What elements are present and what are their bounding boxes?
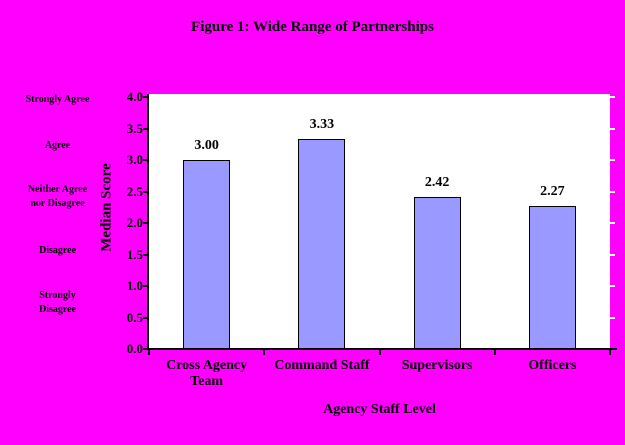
x-category-label-line: Team — [190, 374, 224, 389]
x-axis-tick — [609, 350, 611, 355]
bar-cross-agency-team — [183, 160, 231, 349]
agreement-scale-label-strongly-disagree: Strongly Disagree — [10, 289, 105, 317]
x-category-label-officers: Officers — [497, 358, 607, 374]
x-category-label-cross-agency-team: Cross Agency Team — [152, 358, 262, 390]
bar-value-label-command-staff: 3.33 — [309, 117, 335, 133]
y-axis-tick-label: 2.0 — [126, 215, 143, 230]
x-axis-line — [145, 348, 617, 350]
right-axis-tick — [610, 190, 615, 193]
y-axis-tick-label: 1.0 — [126, 278, 143, 293]
right-axis-tick — [610, 159, 615, 161]
bar-command-staff — [298, 139, 346, 349]
x-axis-tick — [493, 350, 496, 355]
chart-title: Figure 1: Wide Range of Partnerships — [191, 19, 434, 35]
agreement-scale-label-line: Agree — [44, 140, 71, 151]
y-axis-tick-label: 1.5 — [126, 246, 143, 262]
right-axis-tick — [610, 96, 615, 98]
x-category-label-line: Cross Agency — [166, 358, 248, 373]
x-axis-tick — [378, 350, 381, 355]
y-axis-tick — [143, 127, 149, 130]
bar-officers — [528, 205, 576, 349]
y-axis-tick-label: 3.0 — [126, 152, 143, 167]
y-axis-tick-label: 2.5 — [126, 183, 143, 199]
agreement-scale-label-neither-agree-nor-disagree: Neither Agree nor Disagree — [10, 183, 105, 211]
x-category-label-command-staff: Command Staff — [267, 358, 377, 374]
x-category-label-line: Officers — [528, 358, 577, 373]
agreement-scale-label-strongly-agree: Strongly Agree — [10, 93, 105, 107]
bar-value-label-cross-agency-team: 3.00 — [194, 138, 219, 153]
agreement-scale-label-agree: Agree — [10, 139, 105, 153]
agreement-scale-label-line: Disagree — [38, 304, 77, 315]
right-axis-tick — [610, 316, 615, 319]
right-axis-tick — [610, 253, 615, 256]
right-axis-tick — [610, 127, 615, 130]
y-axis-tick — [143, 190, 149, 193]
x-axis-tick — [148, 350, 150, 355]
bar-value-label-supervisors: 2.42 — [424, 174, 450, 190]
agreement-scale-label-line: Disagree — [38, 245, 77, 256]
y-axis-tick-label: 0.5 — [126, 309, 143, 325]
agreement-scale-label-line: Strongly — [39, 290, 76, 301]
x-category-label-supervisors: Supervisors — [382, 358, 492, 374]
y-axis-tick — [143, 96, 149, 98]
agreement-scale-label-line: Strongly Agree — [25, 94, 90, 105]
y-axis-tick-label: 4.0 — [126, 89, 143, 104]
x-category-label-line: Supervisors — [401, 358, 473, 373]
bar-value-label-officers: 2.27 — [540, 183, 565, 199]
y-axis-tick — [143, 159, 149, 161]
y-axis-tick — [143, 222, 149, 224]
right-axis-tick — [610, 222, 615, 224]
y-axis-title: Median Score — [98, 163, 115, 252]
x-axis-title: Agency Staff Level — [323, 402, 436, 417]
y-axis-line — [147, 94, 149, 350]
y-axis-tick — [143, 316, 149, 319]
x-axis-tick — [263, 350, 266, 355]
agreement-scale-label-line: nor Disagree — [30, 198, 85, 209]
agreement-scale-label-disagree: Disagree — [10, 244, 105, 258]
y-axis-tick — [143, 285, 149, 287]
agreement-scale-label-line: Neither Agree — [27, 184, 88, 195]
y-axis-tick-label: 0.0 — [126, 341, 143, 356]
x-category-label-line: Command Staff — [274, 358, 370, 373]
right-axis-tick — [610, 285, 615, 287]
y-axis-tick — [143, 253, 149, 256]
bar-supervisors — [413, 196, 461, 349]
y-axis-tick-label: 3.5 — [126, 120, 143, 136]
